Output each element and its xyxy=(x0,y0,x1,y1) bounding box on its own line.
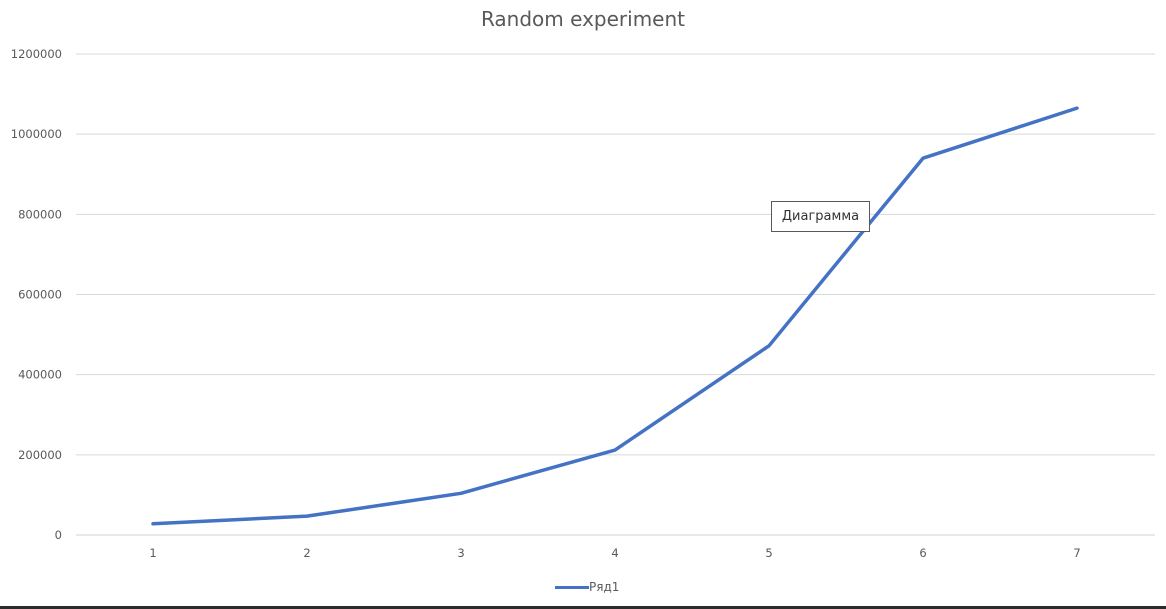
x-tick-label: 2 xyxy=(303,546,310,560)
legend-swatch xyxy=(555,585,589,589)
x-tick-label: 4 xyxy=(611,546,618,560)
y-tick-label: 1200000 xyxy=(11,47,62,61)
x-tick-label: 6 xyxy=(919,546,926,560)
x-tick-label: 1 xyxy=(149,546,156,560)
chart-tooltip: Диаграмма xyxy=(771,201,870,232)
legend-label: Ряд1 xyxy=(589,580,620,594)
y-tick-label: 0 xyxy=(55,528,62,542)
legend: Ряд1 xyxy=(555,578,619,596)
y-tick-label: 600000 xyxy=(18,288,62,302)
gridlines xyxy=(76,53,1155,536)
y-tick-label: 200000 xyxy=(18,448,62,462)
chart-title: Random experiment xyxy=(480,7,686,31)
x-tick-label: 3 xyxy=(457,546,464,560)
y-axis-ticks: 0 200000 400000 600000 800000 1000000 1200000 xyxy=(11,47,62,542)
x-axis-ticks: 1 2 3 4 5 6 7 xyxy=(149,546,1080,560)
series-line xyxy=(151,106,1079,526)
y-tick-label: 400000 xyxy=(18,368,62,382)
x-tick-label: 7 xyxy=(1073,546,1080,560)
series-layer xyxy=(151,106,1079,526)
y-tick-label: 1000000 xyxy=(11,127,62,141)
x-tick-label: 5 xyxy=(765,546,772,560)
y-tick-label: 800000 xyxy=(18,207,62,221)
bottom-border xyxy=(0,606,1166,609)
